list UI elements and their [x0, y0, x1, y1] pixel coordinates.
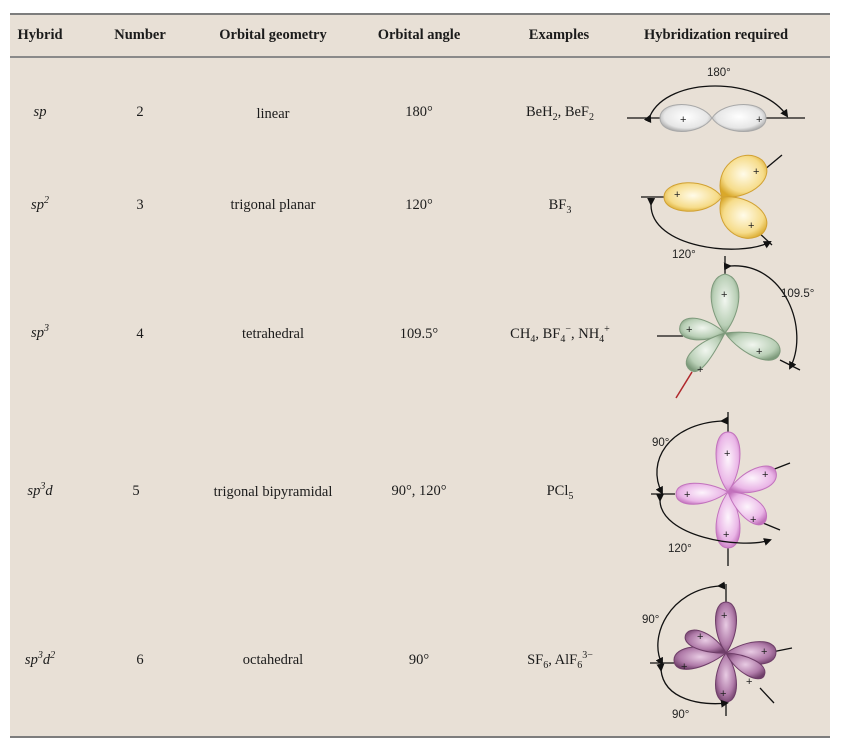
examples-cell: CH4, BF4−, NH4+ [510, 324, 610, 345]
svg-text:+: + [724, 448, 730, 460]
header-hybrid: Hybrid [17, 27, 63, 43]
svg-text:+: + [753, 166, 759, 178]
hybrid-superscript: 3 [37, 650, 43, 662]
svg-text:+: + [720, 688, 726, 700]
svg-text:+: + [684, 489, 690, 501]
hybrid-d-label: d [42, 652, 51, 668]
geometry-cell: tetrahedral [242, 326, 304, 342]
svg-text:+: + [756, 346, 762, 358]
geometry-cell: linear [256, 106, 290, 122]
hybrid-superscript-2: 2 [50, 650, 56, 662]
hybrid-sp3: sp3 [10, 323, 70, 342]
sp3-orbital-diagram: + + + + 109.5° [657, 256, 814, 399]
svg-text:+: + [750, 514, 756, 526]
sp3d2-angle-label-a: 90° [642, 614, 659, 626]
table-bottom-rule [10, 736, 830, 738]
sp3-angle-label: 109.5° [781, 288, 814, 300]
angle-cell: 109.5° [399, 326, 439, 342]
hybrid-label: sp [27, 483, 41, 499]
hybrid-label: sp [33, 104, 47, 120]
svg-text:+: + [746, 676, 752, 688]
hybrid-sp: sp [10, 104, 70, 121]
svg-text:+: + [680, 114, 686, 126]
svg-text:+: + [756, 114, 762, 126]
table-top-rule [10, 13, 830, 15]
examples-cell: PCl5 [546, 483, 574, 502]
header-orbital-angle: Orbital angle [377, 27, 461, 43]
svg-text:+: + [748, 220, 754, 232]
svg-text:+: + [721, 610, 727, 622]
sp3d2-angle-label-b: 90° [672, 709, 689, 721]
hybrid-d-label: d [45, 483, 53, 499]
hybrid-label: sp [24, 652, 38, 668]
sp3d2-orbital-diagram: + + + + + + 90° 90° [642, 581, 793, 721]
examples-cell: BeH2, BeF2 [525, 104, 594, 123]
svg-text:+: + [686, 324, 692, 336]
hybrid-label: sp [31, 325, 44, 341]
sp3d-angle-label-120: 120° [668, 543, 692, 555]
sp2-orbital-diagram: + + + 120° [641, 154, 783, 261]
header-number: Number [114, 27, 166, 43]
header-examples: Examples [528, 27, 590, 43]
angle-cell: 120° [405, 197, 433, 213]
hybridization-diagrams: + + 180° + + + 120° [627, 67, 814, 721]
angle-cell: 180° [405, 104, 433, 120]
sp3d-orbital-diagram: + + + + + 90° 120° [651, 412, 791, 566]
hybrid-sp3d2: sp3d2 [10, 650, 70, 669]
svg-text:+: + [681, 661, 687, 673]
sp2-angle-label: 120° [672, 249, 696, 261]
svg-text:+: + [697, 364, 703, 376]
svg-text:+: + [761, 646, 767, 658]
svg-text:+: + [762, 469, 768, 481]
examples-cell: SF6, AlF63− [527, 650, 593, 671]
hybrid-sp3d: sp3d [10, 481, 70, 500]
svg-text:+: + [697, 631, 703, 643]
hybrid-superscript: 3 [43, 323, 49, 335]
sp3d-angle-label-90: 90° [652, 437, 669, 449]
angle-cell: 90°, 120° [391, 483, 447, 499]
hybrid-sp2: sp2 [10, 195, 70, 214]
svg-text:+: + [723, 529, 729, 541]
sp-angle-label: 180° [707, 67, 731, 79]
number-cell: 2 [136, 104, 144, 120]
svg-text:+: + [674, 189, 680, 201]
hybrid-superscript: 3 [40, 481, 46, 493]
geometry-cell: octahedral [242, 652, 304, 668]
sp-orbital-diagram: + + 180° [627, 67, 805, 132]
hybrid-superscript: 2 [43, 195, 49, 207]
examples-cell: BF3 [548, 197, 572, 216]
angle-cell: 90° [408, 652, 430, 668]
svg-text:+: + [721, 289, 727, 301]
number-cell: 4 [136, 326, 144, 342]
header-hybridization-required: Hybridization required [643, 27, 789, 43]
table-header-rule [10, 56, 830, 58]
header-orbital-geometry: Orbital geometry [219, 27, 327, 43]
number-cell: 6 [136, 652, 144, 668]
geometry-cell: trigonal bipyramidal [213, 484, 333, 500]
geometry-cell: trigonal planar [230, 197, 316, 213]
number-cell: 5 [132, 483, 140, 499]
hybrid-label: sp [31, 197, 44, 213]
number-cell: 3 [136, 197, 144, 213]
